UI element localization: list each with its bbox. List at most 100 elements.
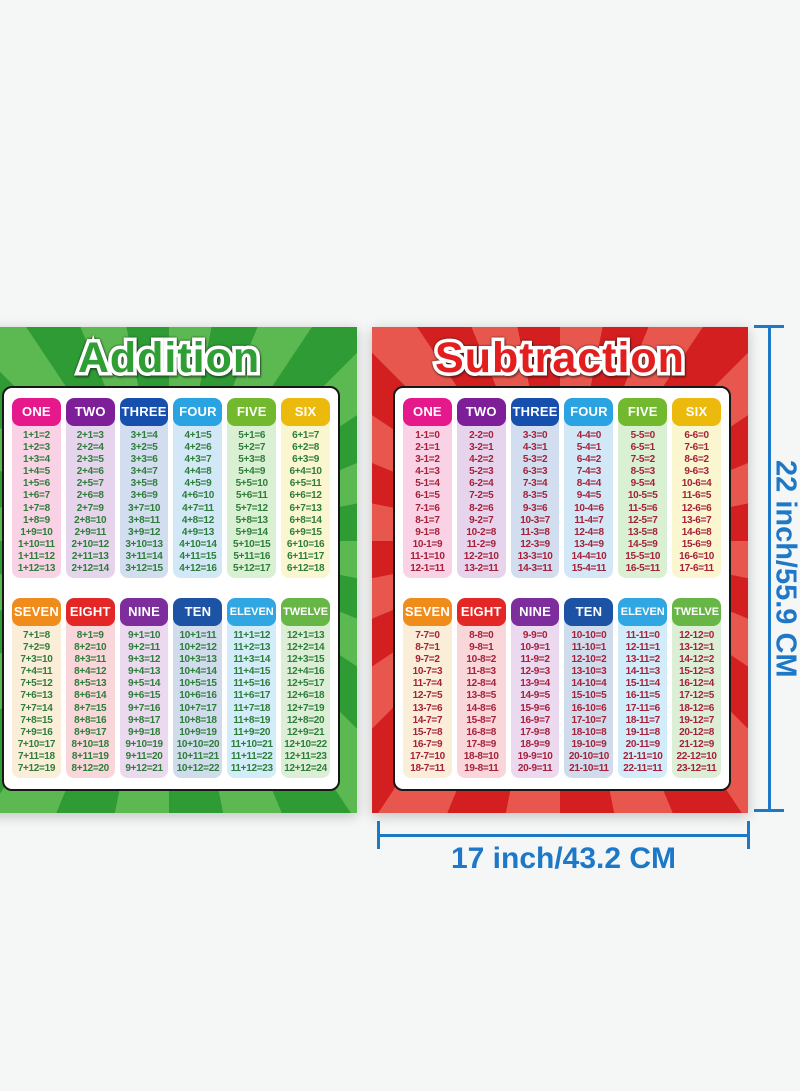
fact: 10+9=19	[179, 726, 217, 738]
fact: 13-6=7	[681, 514, 712, 526]
column-header: SEVEN	[12, 598, 61, 626]
fact: 16-6=10	[679, 550, 715, 562]
columns-one-to-six: ONE 1-1=0 2-1=1 3-1=2 4-1=3 5-1=4 6-1=5 7-1=6 8-…	[403, 398, 721, 578]
fact: 5+8=13	[235, 514, 268, 526]
fact: 3+8=11	[128, 514, 160, 526]
fact: 10-10=0	[571, 630, 607, 641]
fact: 11-10=1	[571, 642, 607, 654]
fact: 12-5=7	[627, 514, 658, 526]
fact-list: 2-2=0 3-2=1 4-2=2 5-2=3 6-2=4 7-2=5 8-2=6 9-2=7…	[457, 426, 506, 578]
fact: 17-12=5	[679, 690, 715, 702]
fact: 16-11=5	[625, 690, 661, 702]
fact: 3-3=0	[522, 430, 548, 441]
fact: 12+6=18	[286, 690, 325, 702]
fact: 4+9=13	[181, 526, 214, 538]
fact: 21-10=11	[569, 763, 609, 775]
column-header: THREE	[510, 398, 560, 426]
fact: 7-1=6	[415, 502, 440, 514]
poster-addition: Addition ONE 1+1=2 1+2=3 1+3=4 1+4=5 1+5=6 1+6…	[0, 327, 357, 813]
fact: 5+12=17	[233, 563, 271, 575]
fact: 10-7=3	[412, 666, 443, 678]
fact: 1+1=2	[22, 430, 50, 441]
fact-list: 4-4=0 5-4=1 6-4=2 7-4=3 8-4=4 9-4=5 10-4=6 11-4…	[564, 426, 613, 578]
fact-list: 3+1=4 3+2=5 3+3=6 3+4=7 3+5=8 3+6=9 3+7=10 3+8=…	[120, 426, 169, 578]
fact: 8+10=18	[71, 738, 110, 750]
fact: 16-5=11	[625, 563, 661, 575]
fact: 5-4=1	[576, 442, 602, 454]
fact: 10+2=12	[179, 642, 217, 654]
fact-column: TWO 2-2=0 3-2=1 4-2=2 5-2=3 6-2=4 7-2=5 8-2=6 9-…	[456, 398, 506, 578]
fact: 3-1=2	[415, 454, 440, 466]
fact: 3+4=7	[130, 466, 158, 478]
fact-column: EIGHT 8-8=0 9-8=1 10-8=2 11-8=3 12-8=4 13-8=5 1…	[456, 598, 506, 778]
fact: 21-11=10	[622, 750, 663, 762]
fact-list: 1-1=0 2-1=1 3-1=2 4-1=3 5-1=4 6-1=5 7-1=6 8-1=7…	[403, 426, 452, 578]
fact: 12-6=6	[681, 502, 712, 514]
fact-column: FOUR 4+1=5 4+2=6 4+3=7 4+4=8 4+5=9 4+6=10 4+7=1…	[173, 398, 223, 578]
fact: 12-12=0	[679, 630, 715, 641]
fact-list: 2+1=3 2+2=4 2+3=5 2+4=6 2+5=7 2+6=8 2+7=9 2+8=1…	[66, 426, 115, 578]
fact: 14-4=10	[571, 550, 607, 562]
fact: 4+3=7	[184, 454, 212, 466]
fact: 1+2=3	[22, 442, 50, 454]
fact: 3+2=5	[130, 442, 158, 454]
fact: 11-8=3	[466, 666, 496, 678]
fact: 14-11=3	[625, 666, 661, 678]
fact: 2+6=8	[76, 490, 104, 502]
fact: 15-8=7	[466, 714, 497, 726]
fact: 8-7=1	[415, 642, 440, 654]
width-dimension-label: 17 inch/43.2 CM	[450, 842, 677, 875]
fact: 5-3=2	[522, 454, 548, 466]
fact: 9-3=6	[522, 502, 548, 514]
fact: 1+5=6	[22, 478, 50, 490]
column-header: TWO	[456, 398, 506, 426]
fact: 22-11=11	[623, 763, 663, 775]
fact: 13-4=9	[574, 538, 604, 550]
fact: 8-2=6	[469, 502, 494, 514]
fact: 11+5=16	[233, 678, 271, 690]
fact: 14-8=6	[466, 702, 497, 714]
fact: 2+5=7	[76, 478, 104, 490]
fact: 7-3=4	[522, 478, 548, 490]
fact: 9-2=7	[469, 514, 494, 526]
fact-column: SEVEN 7+1=8 7+2=9 7+3=10 7+4=11 7+5=12 7+6=13 7…	[12, 598, 61, 778]
fact: 11-6=5	[682, 490, 712, 502]
fact-list: 6+1=7 6+2=8 6+3=9 6+4=10 6+5=11 6+6=12 6+7=13 6…	[281, 426, 330, 578]
column-header: SIX	[672, 398, 721, 426]
fact: 6+6=12	[289, 490, 322, 502]
column-header: FOUR	[564, 398, 614, 426]
fact: 9+4=13	[128, 666, 161, 678]
fact-list: 12+1=13 12+2=14 12+3=15 12+4=16 12+5=17 12+6=…	[281, 626, 330, 778]
fact: 1+7=8	[22, 502, 50, 514]
fact: 1+8=9	[22, 514, 50, 526]
fact: 7-6=1	[684, 442, 709, 454]
poster-title: Subtraction	[432, 331, 688, 386]
fact: 3+7=10	[128, 502, 161, 514]
fact-column: ONE 1+1=2 1+2=3 1+3=4 1+4=5 1+5=6 1+6=7 1+7=8 1+…	[12, 398, 61, 578]
fact: 15-10=5	[571, 690, 607, 702]
fact: 19-11=8	[625, 726, 661, 738]
column-header: TWELVE	[672, 598, 721, 626]
fact: 19-9=10	[517, 750, 553, 762]
fact: 10+10=20	[176, 738, 220, 750]
fact: 22-12=10	[676, 750, 717, 762]
fact: 11+4=15	[233, 666, 271, 678]
fact-list: 11+1=12 11+2=13 11+3=14 11+4=15 11+5=16 11+6=…	[227, 626, 276, 778]
fact: 18-8=10	[463, 750, 499, 762]
fact: 6-1=5	[415, 490, 440, 502]
fact: 9+8=17	[128, 714, 161, 726]
fact: 11-9=2	[520, 654, 550, 666]
column-header: TEN	[564, 598, 614, 626]
facts-panel: ONE 1+1=2 1+2=3 1+3=4 1+4=5 1+5=6 1+6=7 1+7=8 1+…	[2, 386, 340, 791]
fact: 9+1=10	[128, 630, 161, 641]
fact: 12+3=15	[286, 654, 325, 666]
column-header: ONE	[403, 398, 452, 426]
fact: 17-9=8	[520, 726, 550, 738]
column-header: TWO	[65, 398, 115, 426]
fact: 7+6=13	[20, 690, 53, 702]
fact-column: SIX 6+1=7 6+2=8 6+3=9 6+4=10 6+5=11 6+6=12 6+7=…	[281, 398, 330, 578]
fact: 5-2=3	[469, 466, 494, 478]
fact: 10+11=21	[176, 750, 219, 762]
fact: 9-8=1	[469, 642, 494, 654]
fact: 9-4=5	[576, 490, 602, 502]
